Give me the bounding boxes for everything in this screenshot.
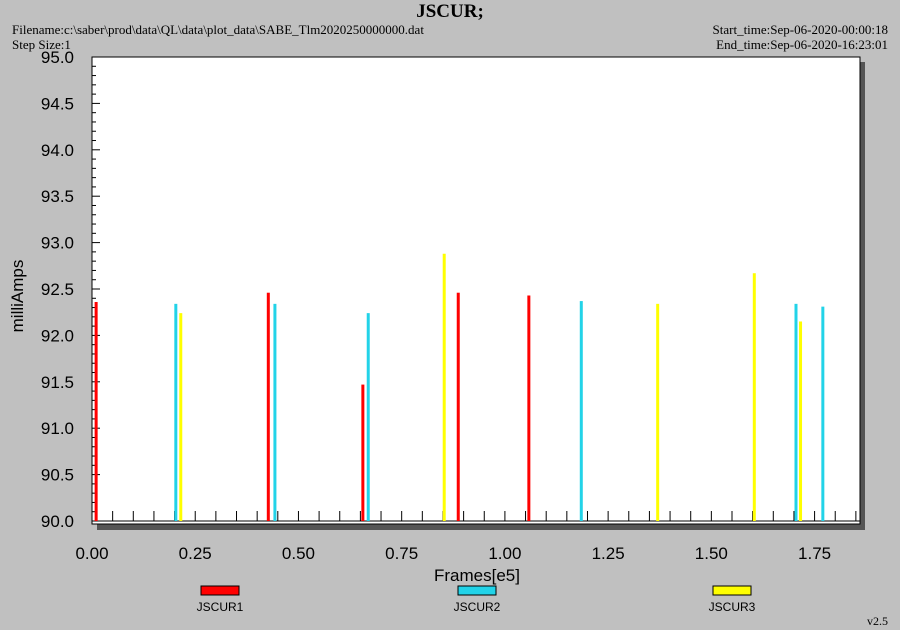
x-tick-label: 0.00 (75, 544, 108, 563)
version-text: v2.5 (867, 614, 888, 628)
x-tick-label: 1.00 (488, 544, 521, 563)
y-tick-label: 91.5 (41, 373, 74, 392)
x-tick-label: 1.75 (798, 544, 831, 563)
x-tick-label: 0.25 (179, 544, 212, 563)
filename-text: Filename:c:\saber\prod\data\QL\data\plot… (12, 22, 424, 37)
bar-jscur1 (527, 295, 531, 521)
x-tick-label: 0.75 (385, 544, 418, 563)
bar-jscur1 (361, 384, 365, 521)
bar-jscur2 (273, 303, 277, 521)
y-tick-label: 92.5 (41, 280, 74, 299)
bar-jscur2 (794, 303, 798, 521)
bar-jscur1 (94, 301, 98, 521)
y-tick-label: 91.0 (41, 419, 74, 438)
y-tick-label: 93.0 (41, 234, 74, 253)
start-time-text: Start_time:Sep-06-2020-00:00:18 (712, 22, 888, 37)
y-tick-label: 95.0 (41, 48, 74, 67)
y-tick-label: 90.5 (41, 466, 74, 485)
bar-jscur2 (821, 306, 825, 521)
y-tick-label: 90.0 (41, 512, 74, 531)
y-tick-label: 92.0 (41, 326, 74, 345)
x-tick-label: 1.50 (695, 544, 728, 563)
bar-jscur2 (174, 303, 178, 521)
legend-label-jscur3: JSCUR3 (709, 600, 756, 614)
bar-jscur1 (456, 292, 460, 521)
y-axis-label: milliAmps (8, 260, 27, 333)
y-tick-label: 94.5 (41, 94, 74, 113)
end-time-text: End_time:Sep-06-2020-16:23:01 (716, 37, 888, 52)
bar-jscur3 (752, 273, 756, 521)
bar-jscur1 (266, 292, 270, 521)
chart-title: JSCUR; (416, 1, 484, 22)
x-tick-label: 1.25 (592, 544, 625, 563)
bar-jscur3 (179, 313, 183, 521)
plot-area (91, 56, 861, 525)
bar-jscur2 (579, 301, 583, 521)
bar-jscur2 (366, 313, 370, 521)
bar-jscur3 (656, 303, 660, 521)
legend-label-jscur2: JSCUR2 (454, 600, 501, 614)
y-tick-label: 94.0 (41, 141, 74, 160)
step-size-text: Step Size:1 (12, 37, 71, 52)
bar-jscur3 (799, 321, 803, 521)
legend-label-jscur1: JSCUR1 (197, 600, 244, 614)
legend-swatch-jscur3 (712, 585, 752, 596)
legend-swatch-jscur2 (457, 585, 497, 596)
bar-jscur3 (442, 253, 446, 521)
x-axis-label: Frames[e5] (434, 566, 520, 585)
legend-swatch-jscur1 (200, 585, 240, 596)
x-tick-label: 0.50 (282, 544, 315, 563)
y-tick-label: 93.5 (41, 187, 74, 206)
